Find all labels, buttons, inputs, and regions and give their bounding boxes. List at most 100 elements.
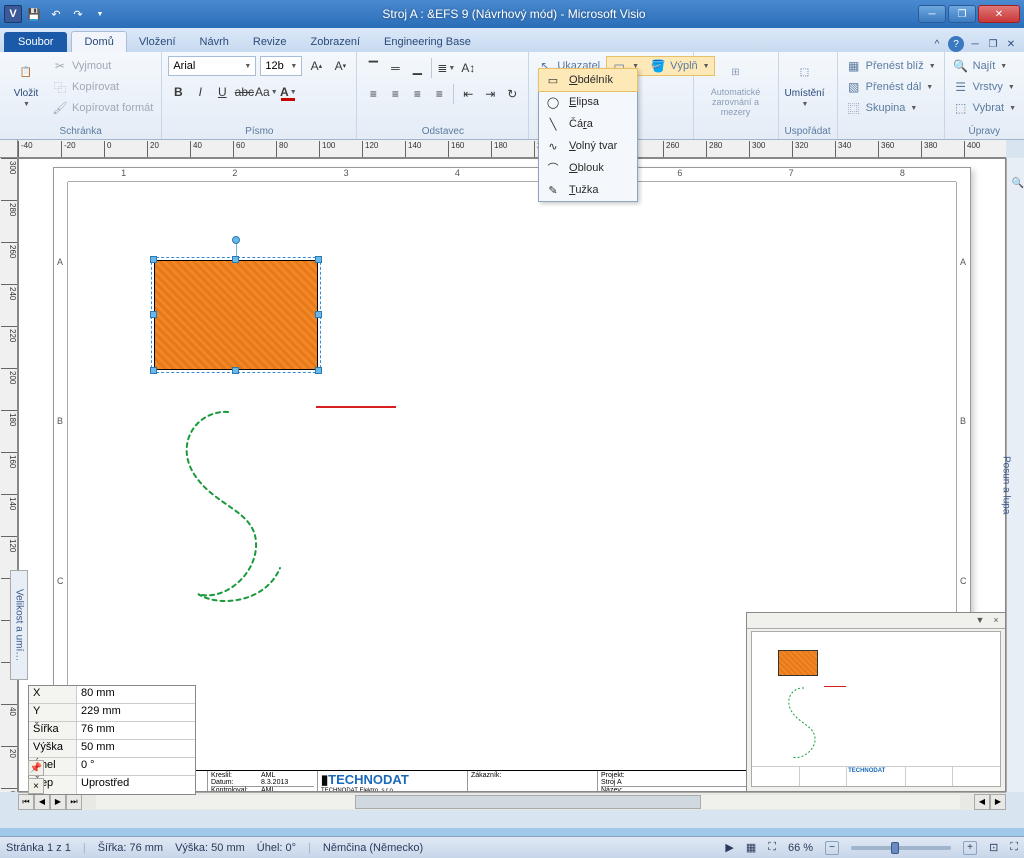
resize-handle[interactable] [150,256,157,263]
zoom-slider-knob[interactable] [891,842,899,854]
resize-handle[interactable] [315,256,322,263]
dropdown-item-freeform[interactable]: ∿Volný tvar [539,135,637,157]
zoom-out-button[interactable]: − [825,841,839,855]
dropdown-item-arc[interactable]: ⌒Oblouk [539,157,637,179]
zoom-slider[interactable] [851,846,951,850]
panzoom-dropdown-icon[interactable]: ▼ [973,615,987,627]
font-size-combo[interactable]: 12b▼ [260,56,302,76]
sizepos-row[interactable]: Šířka76 mm [29,722,195,740]
resize-handle[interactable] [150,311,157,318]
fit-page-icon[interactable]: ⊡ [989,841,998,854]
dropdown-item-line[interactable]: ╲Čára [539,113,637,135]
paste-button[interactable]: 📋 Vložit ▼ [6,56,46,110]
position-button[interactable]: ⬚ Umístění ▼ [785,56,825,110]
sizepos-pin-button[interactable]: 📌 [28,760,44,776]
cut-button[interactable]: ✂Vyjmout [50,56,155,76]
close-button[interactable]: ✕ [978,5,1020,23]
tab-engineering-base[interactable]: Engineering Base [372,32,483,52]
shrink-font-button[interactable]: A▾ [330,56,350,76]
sizepos-row[interactable]: Úhel0 ° [29,758,195,776]
align-middle-button[interactable]: ═ [385,58,405,78]
decrease-indent-button[interactable]: ⇤ [458,84,478,104]
panzoom-close-icon[interactable]: × [989,615,1003,627]
resize-handle[interactable] [232,256,239,263]
file-tab[interactable]: Soubor [4,32,67,52]
sizepos-row[interactable]: X80 mm [29,686,195,704]
font-name-combo[interactable]: Arial▼ [168,56,256,76]
resize-handle[interactable] [315,367,322,374]
undo-icon[interactable]: ↶ [46,4,66,24]
underline-button[interactable]: U [212,82,232,102]
sizepos-row[interactable]: Y229 mm [29,704,195,722]
panzoom-tab[interactable]: 🔍 Posun a lupa [1006,158,1024,792]
orientation-button[interactable]: A↕ [458,58,478,78]
scroll-last-button[interactable]: ⏭ [66,794,82,810]
fullscreen-icon[interactable]: ⛶ [1010,841,1018,854]
resize-handle[interactable] [315,311,322,318]
status-language[interactable]: Němčina (Německo) [323,842,423,854]
dropdown-item-ellipse[interactable]: ◯Elipsa [539,91,637,113]
align-bottom-button[interactable]: ▁ [407,58,427,78]
panzoom-thumbnail[interactable]: TECHNODAT [751,631,1001,787]
resize-handle[interactable] [232,367,239,374]
save-icon[interactable]: 💾 [24,4,44,24]
layers-button[interactable]: ☰Vrstvy▼ [951,77,1018,97]
autoalign-button[interactable]: ⊞ Automatickézarovnání a mezery [700,56,772,120]
status-macro-icon[interactable]: ▶ [725,841,733,854]
minimize-button[interactable]: ─ [918,5,946,23]
select-button[interactable]: ⬚Vybrat▼ [951,98,1018,118]
font-color-button[interactable]: A▼ [278,82,298,102]
scroll-first-button[interactable]: ⏮ [18,794,34,810]
bullets-button[interactable]: ≣▼ [436,58,456,78]
doc-close-icon[interactable]: ✕ [1004,37,1018,51]
grow-font-button[interactable]: A▴ [306,56,326,76]
dropdown-item-rectangle[interactable]: ▭Obdélník [538,68,638,92]
sizepos-close-button[interactable]: × [28,778,44,794]
tab-home[interactable]: Domů [71,31,126,52]
tab-view[interactable]: Zobrazení [299,32,373,52]
rotation-handle[interactable] [232,236,240,244]
maximize-button[interactable]: ❐ [948,5,976,23]
strikethrough-button[interactable]: abc [234,82,254,102]
pan-zoom-window[interactable]: ▼ × TECHNODAT [746,612,1006,792]
dropdown-item-pencil[interactable]: ✎Tužka [539,179,637,201]
tab-review[interactable]: Revize [241,32,299,52]
redo-icon[interactable]: ↷ [68,4,88,24]
scroll-next-button[interactable]: ▶ [50,794,66,810]
format-painter-button[interactable]: 🖌Kopírovat formát [50,98,155,118]
status-zoom-value[interactable]: 66 % [788,842,813,854]
rotate-text-button[interactable]: ↻ [502,84,522,104]
sizepos-tab[interactable]: Velikost a umí… [10,570,28,680]
hscroll-track[interactable] [96,795,960,809]
zoom-in-icon[interactable]: 🔍 [1012,178,1024,189]
bold-button[interactable]: B [168,82,188,102]
italic-button[interactable]: I [190,82,210,102]
justify-button[interactable]: ≡ [429,84,449,104]
tab-insert[interactable]: Vložení [127,32,188,52]
minimize-ribbon-icon[interactable]: ^ [930,37,944,51]
group-button[interactable]: ⿴Skupina▼ [844,98,938,118]
selected-rectangle-shape[interactable] [154,260,318,370]
align-left-button[interactable]: ≡ [363,84,383,104]
qat-dropdown-icon[interactable]: ▼ [90,4,110,24]
app-icon[interactable]: V [4,5,22,23]
zoom-in-button[interactable]: + [963,841,977,855]
align-right-button[interactable]: ≡ [407,84,427,104]
hscroll-left-button[interactable]: ◀ [974,794,990,810]
resize-handle[interactable] [150,367,157,374]
tab-design[interactable]: Návrh [188,32,241,52]
send-backward-button[interactable]: ▧Přenést dál▼ [844,77,938,97]
scroll-prev-button[interactable]: ◀ [34,794,50,810]
red-line-shape[interactable] [316,406,396,408]
hscroll-right-button[interactable]: ▶ [990,794,1006,810]
align-center-button[interactable]: ≡ [385,84,405,104]
increase-indent-button[interactable]: ⇥ [480,84,500,104]
case-button[interactable]: Aa▼ [256,82,276,102]
view-fullscreen-icon[interactable]: ⛶ [768,841,776,854]
view-normal-icon[interactable]: ▦ [746,841,756,854]
hscroll-thumb[interactable] [355,795,701,809]
find-button[interactable]: 🔍Najít▼ [951,56,1018,76]
bring-forward-button[interactable]: ▦Přenést blíž▼ [844,56,938,76]
align-top-button[interactable]: ▔ [363,58,383,78]
copy-button[interactable]: ⿻Kopírovat [50,77,155,97]
